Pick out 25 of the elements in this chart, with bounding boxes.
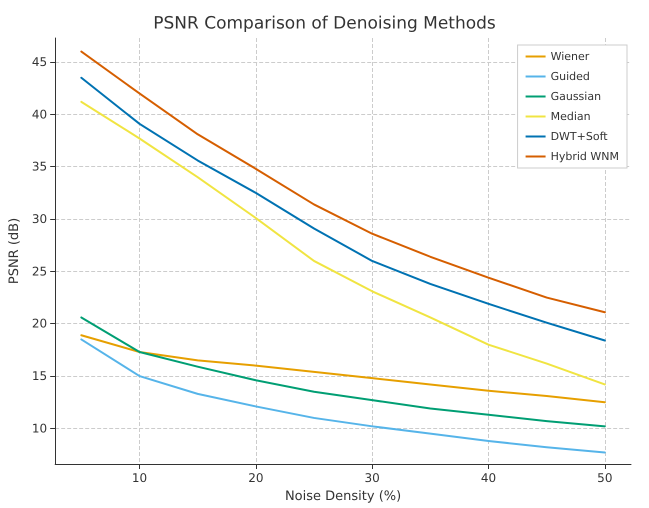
line-series	[80, 334, 606, 404]
y-tick-label: 35	[32, 160, 48, 174]
chart-title: PSNR Comparison of Denoising Methods	[153, 14, 496, 34]
y-tick-label: 25	[32, 264, 48, 278]
line-series	[80, 316, 606, 428]
legend-label: Wiener	[550, 50, 590, 63]
legend-label: Gaussian	[550, 90, 602, 103]
legend-label: DWT+Soft	[550, 130, 608, 143]
y-tick-label: 30	[32, 212, 48, 226]
x-tick-label: 10	[132, 471, 148, 485]
y-tick-label: 45	[32, 55, 48, 70]
x-tick-label: 30	[364, 471, 380, 485]
x-tick-label: 20	[248, 471, 264, 485]
line-series	[80, 338, 606, 454]
x-axis-title: Noise Density (%)	[284, 489, 402, 504]
legend-label: Guided	[550, 70, 590, 83]
x-tick-label: 50	[597, 471, 612, 485]
x-tick-label: 40	[480, 471, 496, 485]
y-tick-label: 15	[32, 369, 48, 384]
legend-label: Median	[550, 110, 591, 123]
y-tick-label: 40	[32, 107, 48, 122]
y-tick-label: 20	[32, 316, 48, 331]
y-tick-label: 10	[32, 421, 48, 436]
y-axis-title: PSNR (dB)	[7, 218, 22, 284]
legend-label: Hybrid WNM	[550, 150, 620, 163]
